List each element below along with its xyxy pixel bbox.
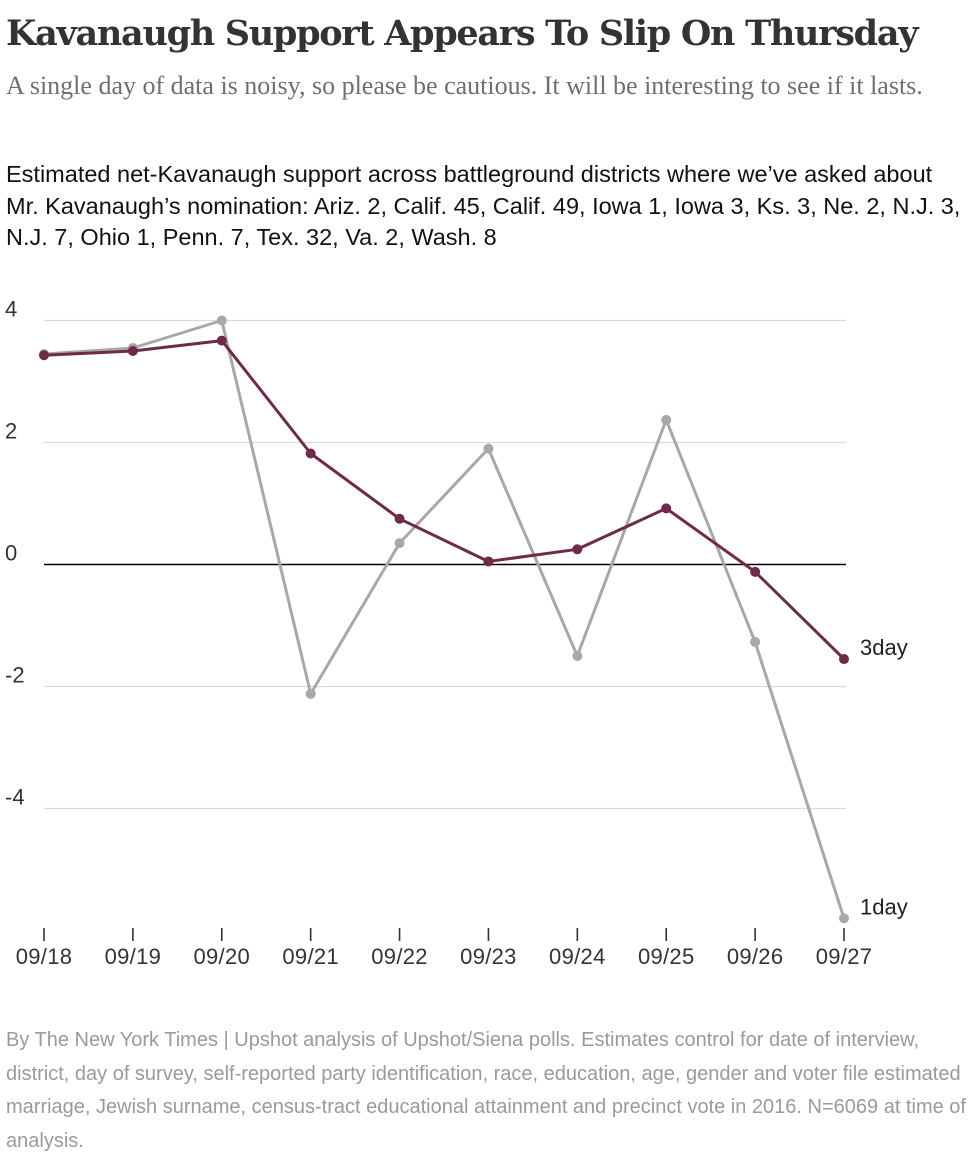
x-tick-label: 09/24 [549, 944, 606, 969]
data-point-1day [394, 538, 405, 549]
series-label-1day: 1day [860, 894, 908, 919]
x-tick-label: 09/26 [727, 944, 784, 969]
chart-subhead: A single day of data is noisy, so please… [6, 71, 923, 100]
y-tick-label: 4 [5, 297, 17, 322]
x-axis: 09/18 09/19 09/20 09/21 09/22 09/23 09/24 09/25… [16, 928, 873, 969]
series-end-labels: 1day 3day [860, 635, 908, 919]
data-point-3day [661, 503, 672, 514]
chart-description: Estimated net-Kavanaugh support across b… [6, 161, 961, 250]
series-label-3day: 3day [860, 635, 908, 660]
data-point-3day [127, 346, 138, 356]
series-line-3day [42, 339, 846, 661]
x-tick-label: 09/18 [16, 944, 73, 969]
x-tick-label: 09/25 [638, 944, 695, 969]
data-point-1day [839, 913, 849, 924]
y-axis-tick-labels: 4 2 0 -2 -4 [5, 297, 25, 810]
series-line-1day [42, 319, 846, 920]
x-tick-label: 09/19 [105, 944, 162, 969]
data-point-1day [483, 443, 494, 454]
x-tick-label: 09/23 [460, 944, 517, 969]
source-note: By The New York Times | Upshot analysis … [6, 1029, 966, 1152]
x-tick-label: 09/20 [193, 944, 250, 969]
data-point-3day [483, 556, 494, 567]
data-point-3day [305, 448, 316, 459]
data-point-3day [394, 513, 405, 524]
series-lines [39, 315, 849, 924]
data-point-1day [661, 414, 672, 425]
series-1day [39, 315, 849, 924]
y-tick-label: 2 [5, 419, 17, 444]
x-tick-label: 09/22 [371, 944, 428, 969]
series-3day [39, 335, 849, 665]
chart-headline: Kavanaugh Support Appears To Slip On Thu… [6, 13, 919, 54]
data-point-3day [750, 566, 761, 577]
line-chart: 420-2-4 09/18 09/19 09/20 09/21 09/22 09/23 09… [5, 297, 908, 970]
data-point-3day [39, 350, 49, 361]
y-tick-label: 0 [5, 541, 17, 566]
y-tick-label: -4 [5, 785, 25, 810]
data-point-3day [216, 335, 227, 346]
y-tick-label: -2 [5, 663, 25, 688]
data-point-1day [216, 315, 227, 326]
data-point-3day [839, 654, 849, 665]
gridlines [44, 319, 846, 810]
x-tick-label: 09/27 [816, 944, 873, 969]
data-point-1day [305, 688, 316, 699]
data-point-1day [572, 651, 583, 661]
x-tick-label: 09/21 [282, 944, 339, 969]
data-point-3day [572, 544, 583, 555]
data-point-1day [750, 636, 761, 647]
